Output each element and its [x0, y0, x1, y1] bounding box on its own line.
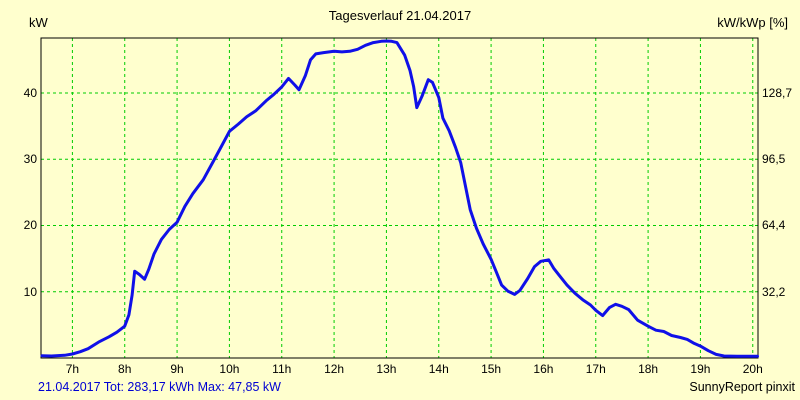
x-tick-label: 14h — [428, 362, 449, 376]
chart-title: Tagesverlauf 21.04.2017 — [328, 8, 472, 23]
x-tick-label: 13h — [376, 362, 397, 376]
power-curve — [40, 39, 759, 358]
y-tick-label-right: 32,2 — [762, 284, 786, 299]
y-tick-label-left: 10 — [23, 284, 37, 299]
y-tick-label-right: 64,4 — [762, 218, 786, 233]
y-tick-label-left: 30 — [23, 152, 37, 167]
x-tick-label: 18h — [638, 362, 659, 376]
x-tick-label: 20h — [742, 362, 763, 376]
x-tick-label: 16h — [533, 362, 554, 376]
y-axis-label-right: kW/kWp [%] — [717, 15, 788, 30]
x-tick-label: 10h — [219, 362, 240, 376]
x-tick-label: 19h — [690, 362, 711, 376]
y-tick-label-right: 96,5 — [762, 152, 786, 167]
y-axis-label-left: kW — [29, 15, 48, 30]
y-tick-label-right: 128,7 — [762, 85, 793, 100]
y-tick-label-left: 40 — [23, 85, 37, 100]
x-tick-label: 12h — [324, 362, 345, 376]
x-tick-label: 8h — [118, 362, 132, 376]
y-tick-label-left: 20 — [23, 218, 37, 233]
x-tick-label: 7h — [65, 362, 80, 376]
x-tick-label: 11h — [272, 362, 292, 376]
x-tick-label: 17h — [585, 362, 606, 376]
x-tick-label: 9h — [170, 362, 184, 376]
plot-frame — [40, 37, 759, 359]
x-tick-label: 15h — [481, 362, 502, 376]
footer-credit-text: SunnyReport pinxit — [689, 380, 795, 394]
footer-summary-text: 21.04.2017 Tot: 283,17 kWh Max: 47,85 kW — [38, 380, 281, 394]
